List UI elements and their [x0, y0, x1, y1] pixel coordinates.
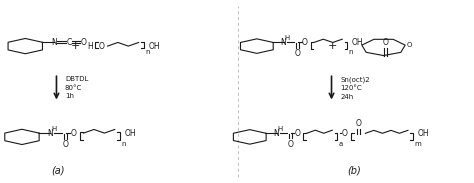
Text: n: n: [122, 141, 127, 147]
Text: O: O: [356, 119, 361, 128]
Text: n: n: [349, 49, 353, 55]
Text: H: H: [88, 42, 93, 51]
Text: O: O: [287, 140, 293, 149]
Text: H: H: [52, 126, 57, 132]
Text: n: n: [146, 49, 150, 55]
Text: O: O: [70, 129, 76, 138]
Text: O: O: [99, 42, 105, 51]
Text: OH: OH: [352, 38, 363, 47]
Text: O: O: [294, 129, 300, 138]
Text: N: N: [273, 129, 279, 138]
Text: a: a: [338, 141, 343, 147]
Text: O: O: [62, 140, 68, 149]
Text: DBTDL
80°C
1h: DBTDL 80°C 1h: [65, 76, 88, 99]
Text: +: +: [328, 41, 337, 51]
Text: H: H: [277, 126, 283, 132]
Text: m: m: [414, 141, 421, 147]
Text: O: O: [407, 42, 412, 48]
Text: (b): (b): [347, 165, 361, 175]
Text: OH: OH: [418, 129, 429, 138]
Text: Sn(oct)2
120°C
24h: Sn(oct)2 120°C 24h: [340, 76, 370, 100]
Text: OH: OH: [149, 42, 160, 51]
Text: OH: OH: [125, 129, 137, 138]
Text: O: O: [341, 129, 347, 138]
Text: +: +: [71, 41, 80, 51]
Text: O: O: [301, 38, 307, 47]
Text: N: N: [47, 129, 54, 138]
Text: H: H: [284, 35, 290, 41]
Text: O: O: [294, 49, 300, 58]
Text: N: N: [51, 38, 57, 47]
Text: (a): (a): [52, 165, 65, 175]
Text: O: O: [80, 38, 86, 47]
Text: N: N: [281, 38, 286, 47]
Text: C: C: [66, 38, 72, 47]
Text: O: O: [383, 38, 388, 47]
